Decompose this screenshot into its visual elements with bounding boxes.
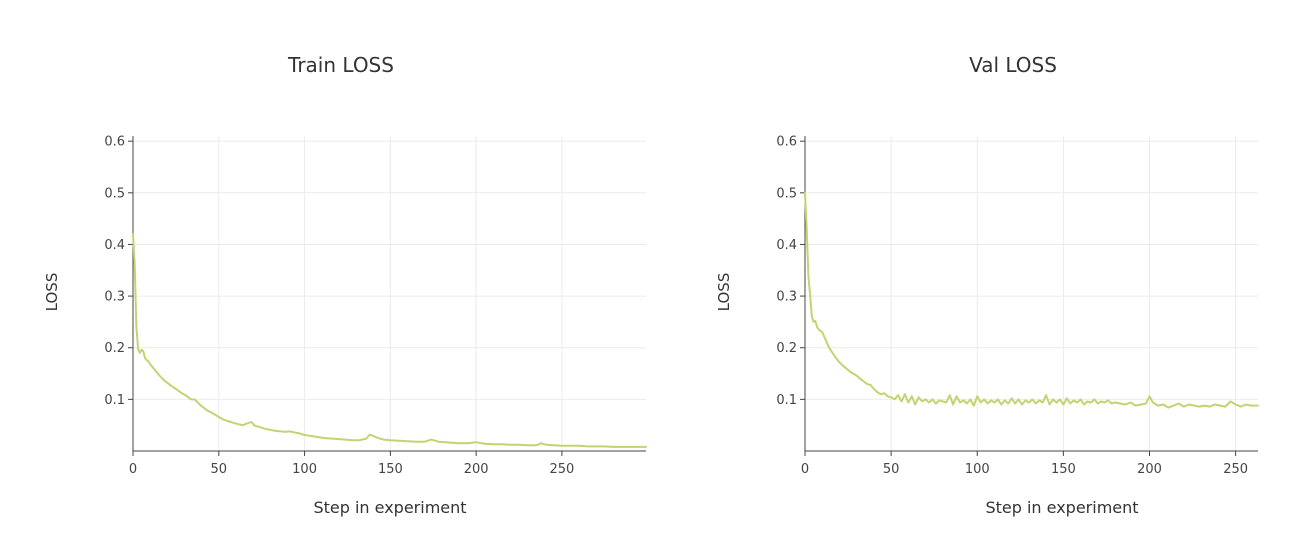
y-tick-label: 0.3	[776, 290, 797, 305]
y-tick-label: 0.4	[104, 238, 125, 253]
y-tick-label: 0.2	[104, 341, 125, 356]
y-tick-label: 0.5	[104, 186, 125, 201]
x-axis-label: Step in experiment	[313, 498, 467, 517]
y-tick-label: 0.4	[776, 238, 797, 253]
x-tick-label: 0	[801, 462, 809, 477]
series-line	[132, 233, 647, 448]
y-tick-label: 0.6	[776, 135, 797, 150]
x-tick-label: 250	[550, 462, 575, 477]
x-tick-label: 100	[292, 462, 317, 477]
x-tick-label: 50	[211, 462, 228, 477]
y-tick-label: 0.6	[104, 135, 125, 150]
y-tick-label: 0.1	[104, 393, 125, 408]
train-loss-plot: 0.1 0.2 0.3 0.4 0.5 0.6 0 50 100 150 200 250	[104, 135, 647, 477]
val-loss-plot: 0.1 0.2 0.3 0.4 0.5 0.6 0 50 100 150 200 250	[776, 135, 1259, 477]
x-tick-label: 0	[129, 462, 137, 477]
x-tick-label: 50	[883, 462, 900, 477]
chart-panel-val: Val LOSS LOSS Step in experiment 0.1 0.2 0…	[653, 0, 1306, 554]
x-tick-label: 150	[1051, 462, 1076, 477]
x-tick-label: 200	[464, 462, 489, 477]
y-tick-label: 0.1	[776, 393, 797, 408]
x-tick-label: 250	[1223, 462, 1248, 477]
x-axis-label: Step in experiment	[985, 498, 1139, 517]
x-tick-label: 200	[1137, 462, 1162, 477]
series-line	[804, 191, 1259, 409]
chart-panel-train: Train LOSS LOSS Step in experiment 0.1 0.…	[43, 53, 647, 517]
x-tick-label: 150	[378, 462, 403, 477]
y-tick-label: 0.5	[776, 186, 797, 201]
y-tick-label: 0.2	[776, 341, 797, 356]
x-tick-label: 100	[965, 462, 990, 477]
y-tick-label: 0.3	[104, 290, 125, 305]
chart-title: Val LOSS	[969, 53, 1057, 77]
chart-title: Train LOSS	[288, 53, 394, 77]
